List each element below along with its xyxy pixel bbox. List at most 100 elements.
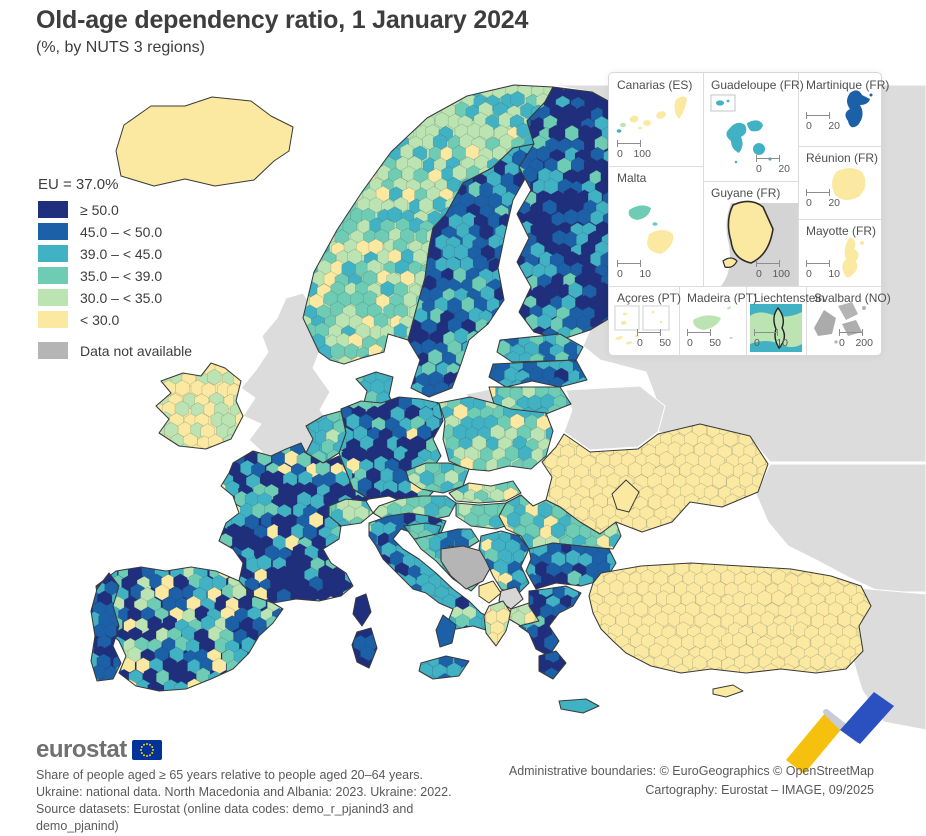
region-sicily xyxy=(418,655,470,680)
legend-swatch xyxy=(38,289,68,306)
scale-bar: 0 200 xyxy=(839,329,873,349)
legend-class-label: 45.0 – < 50.0 xyxy=(80,223,163,240)
ribbon-yellow xyxy=(786,712,844,774)
legend-swatch xyxy=(38,223,68,240)
legend-class-row: 45.0 – < 50.0 xyxy=(38,223,192,240)
legend-swatch xyxy=(38,245,68,262)
scale-line xyxy=(617,260,641,267)
region-crete xyxy=(558,698,600,714)
footnotes: Share of people aged ≥ 65 years relative… xyxy=(36,767,466,835)
acores-minimap xyxy=(614,305,670,345)
legend-swatch xyxy=(38,267,68,284)
region-turkey xyxy=(588,562,872,674)
scale-max: 10 xyxy=(828,268,840,280)
scale-line xyxy=(754,329,778,336)
divider xyxy=(609,286,881,287)
scale-max: 20 xyxy=(828,197,840,209)
scale-max: 50 xyxy=(709,337,721,349)
legend-class-row: 39.0 – < 45.0 xyxy=(38,245,192,262)
footnote-definition: Share of people aged ≥ 65 years relative… xyxy=(36,768,423,782)
page-subtitle: (%, by NUTS 3 regions) xyxy=(36,39,205,56)
scale-bar: 0 20 xyxy=(806,112,840,132)
inset-label: Guadeloupe (FR) xyxy=(711,78,804,92)
scale-bar: 0 10 xyxy=(806,260,840,280)
scale-bar: 0 100 xyxy=(617,140,651,160)
ribbon-blue xyxy=(840,692,894,744)
region-belarus xyxy=(563,385,666,451)
scale-min: 0 xyxy=(617,148,623,160)
footer-right: Administrative boundaries: © EuroGeograp… xyxy=(509,762,874,800)
footnote-coverage: Ukraine: national data. North Macedonia … xyxy=(36,784,452,799)
legend-class-label: 39.0 – < 45.0 xyxy=(80,245,163,262)
mayotte-minimap xyxy=(842,237,864,278)
inset-martinique: Martinique (FR) 0 20 xyxy=(798,73,889,146)
scale-min: 0 xyxy=(617,268,623,280)
scale-min: 0 xyxy=(839,337,845,349)
canarias-minimap xyxy=(616,96,687,133)
scale-min: 0 xyxy=(754,337,760,349)
scale-min: 0 xyxy=(806,120,812,132)
guyane-minimap xyxy=(721,200,798,286)
inset-reunion: Réunion (FR) 0 20 xyxy=(798,146,881,219)
scale-line xyxy=(617,140,641,147)
madeira-minimap xyxy=(693,306,733,339)
inset-canarias: Canarias (ES) 0 100 xyxy=(609,73,703,166)
divider xyxy=(609,166,703,167)
inset-guyane: Guyane (FR) 0 100 xyxy=(703,181,798,286)
region-latvia xyxy=(488,359,588,388)
scale-max: 20 xyxy=(778,163,790,175)
inset-malta: Malta 0 10 xyxy=(609,166,703,286)
inset-label: Liechtenstein xyxy=(754,291,825,305)
liechtenstein-minimap xyxy=(750,304,802,352)
scale-max: 100 xyxy=(633,148,651,160)
scale-min: 0 xyxy=(756,268,762,280)
divider xyxy=(703,73,704,286)
scale-line xyxy=(756,260,780,267)
region-calabria xyxy=(435,614,457,648)
legend-no-data-swatch xyxy=(38,342,68,359)
scale-bar: 0 20 xyxy=(756,155,790,175)
scale-line xyxy=(687,329,711,336)
scale-min: 0 xyxy=(756,163,762,175)
scale-line xyxy=(756,155,780,162)
divider xyxy=(798,146,881,147)
eu-average-value: EU = 37.0% xyxy=(38,176,119,193)
legend-class-row: 30.0 – < 35.0 xyxy=(38,289,192,306)
legend-classes: ≥ 50.0 45.0 – < 50.0 39.0 – < 45.0 35.0 – <… xyxy=(38,201,192,328)
scale-line xyxy=(637,329,661,336)
scale-min: 0 xyxy=(806,268,812,280)
cartography-credit: Cartography: Eurostat – IMAGE, 09/2025 xyxy=(645,782,874,797)
scale-max: 200 xyxy=(855,337,873,349)
inset-label: Canarias (ES) xyxy=(617,78,693,92)
region-iceland xyxy=(115,96,294,187)
inset-madeira: Madeira (PT) 0 50 xyxy=(679,286,757,355)
divider xyxy=(798,219,881,220)
scale-min: 0 xyxy=(637,337,643,349)
svalbard-minimap xyxy=(814,302,866,344)
region-bosnia xyxy=(440,545,494,590)
region-moldova xyxy=(611,479,640,513)
divider xyxy=(703,181,798,182)
scale-max: 20 xyxy=(828,120,840,132)
scale-max: 10 xyxy=(639,268,651,280)
eurostat-logo-text: eurostat xyxy=(36,736,127,763)
region-ireland xyxy=(155,362,244,450)
inset-acores: Açores (PT) 0 50 xyxy=(609,286,681,355)
scale-max: 50 xyxy=(659,337,671,349)
scale-bar: 0 20 xyxy=(806,189,840,209)
legend-class-row: ≥ 50.0 xyxy=(38,201,192,218)
inset-label: Svalbard (NO) xyxy=(814,291,891,305)
legend-class-row: 35.0 – < 39.0 xyxy=(38,267,192,284)
eurostat-logo: eurostat xyxy=(36,738,466,762)
scale-bar: 0 50 xyxy=(687,329,721,349)
inset-label: Réunion (FR) xyxy=(806,151,879,165)
reunion-minimap xyxy=(832,168,866,200)
divider xyxy=(798,73,799,286)
legend-no-data-row: Data not available xyxy=(38,342,192,359)
scale-bar: 0 10 xyxy=(754,329,788,349)
legend-class-label: 35.0 – < 39.0 xyxy=(80,267,163,284)
inset-label: Malta xyxy=(617,171,647,185)
region-montenegro xyxy=(478,580,502,604)
inset-guadeloupe: Guadeloupe (FR) 0 20 xyxy=(703,73,804,181)
